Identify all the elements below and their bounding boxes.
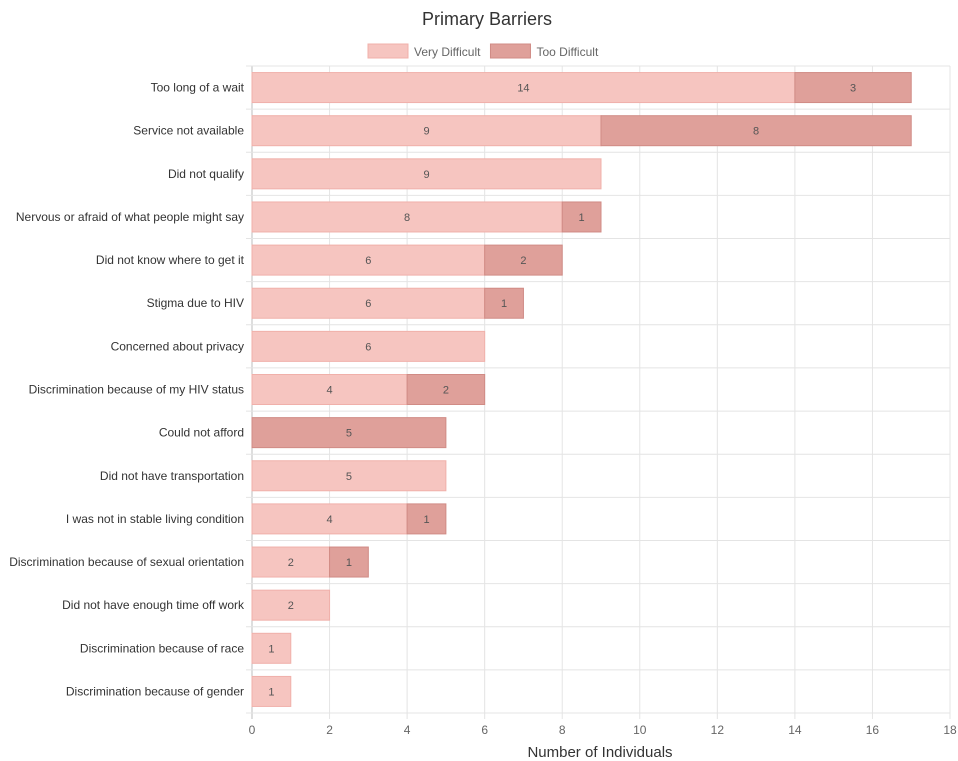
x-tick-label: 8 bbox=[559, 723, 566, 737]
bar-value-label: 1 bbox=[579, 212, 585, 224]
x-axis-label: Number of Individuals bbox=[527, 744, 672, 761]
category-label: Did not have enough time off work bbox=[62, 598, 245, 612]
bar-segment bbox=[794, 72, 912, 104]
bar-segment bbox=[251, 460, 447, 492]
bar-segment bbox=[484, 244, 563, 276]
bar-value-label: 6 bbox=[365, 298, 371, 310]
x-tick-labels: 0 2 4 6 8 10 12 14 16 18 bbox=[249, 723, 957, 737]
bar-segment bbox=[406, 503, 447, 535]
category-label: Service not available bbox=[133, 124, 244, 138]
bar-value-label: 5 bbox=[346, 471, 352, 483]
legend-item[interactable]: Too Difficult bbox=[489, 43, 599, 59]
bar-segment bbox=[251, 201, 563, 233]
x-tick-label: 14 bbox=[788, 723, 802, 737]
legend-swatch bbox=[367, 43, 409, 59]
legend-item[interactable]: Very Difficult bbox=[367, 43, 481, 59]
x-tick-label: 6 bbox=[481, 723, 488, 737]
category-label: I was not in stable living condition bbox=[66, 512, 244, 526]
bar-segment bbox=[251, 115, 602, 147]
x-tick-label: 18 bbox=[943, 723, 957, 737]
bar-value-label: 9 bbox=[423, 126, 429, 138]
bar-segment bbox=[561, 201, 602, 233]
bar-segment bbox=[329, 546, 369, 578]
bar-value-label: 4 bbox=[326, 385, 332, 397]
category-label: Discrimination because of my HIV status bbox=[29, 383, 244, 397]
category-label: Did not have transportation bbox=[100, 469, 244, 483]
legend-label: Too Difficult bbox=[536, 45, 598, 59]
bar-value-label: 9 bbox=[423, 169, 429, 181]
bar-value-label: 1 bbox=[268, 686, 274, 698]
category-label: Discrimination because of gender bbox=[66, 684, 244, 698]
bar-value-label: 2 bbox=[288, 600, 294, 612]
x-tick-label: 2 bbox=[326, 723, 333, 737]
bars: 14 3 9 8 9 8 1 6 2 6 1 6 4 2 5 5 4 1 2 1 2 1 1 bbox=[251, 72, 912, 707]
bar-value-label: 1 bbox=[268, 643, 274, 655]
bar-segment bbox=[251, 287, 486, 319]
bar-value-label: 1 bbox=[501, 298, 507, 310]
bar-segment bbox=[406, 374, 486, 405]
category-label: Discrimination because of race bbox=[80, 641, 244, 655]
category-label: Nervous or afraid of what people might s… bbox=[16, 210, 244, 224]
category-label: Stigma due to HIV bbox=[147, 296, 244, 310]
bar-segment bbox=[251, 72, 796, 104]
bar-segment bbox=[251, 244, 486, 276]
bar-segment bbox=[600, 115, 912, 147]
x-tick-label: 4 bbox=[404, 723, 411, 737]
bar-value-label: 14 bbox=[517, 83, 529, 95]
category-label: Discrimination because of sexual orienta… bbox=[9, 555, 244, 569]
x-tick-label: 10 bbox=[633, 723, 647, 737]
bar-value-label: 2 bbox=[288, 557, 294, 569]
chart-title: Primary Barriers bbox=[422, 9, 552, 29]
legend-swatch bbox=[489, 43, 531, 59]
bar-value-label: 6 bbox=[365, 255, 371, 267]
bar-value-label: 5 bbox=[346, 428, 352, 440]
legend-label: Very Difficult bbox=[414, 45, 481, 59]
bar-segment bbox=[251, 503, 408, 535]
category-label: Did not know where to get it bbox=[96, 253, 245, 267]
x-tick-label: 0 bbox=[249, 723, 256, 737]
category-label: Did not qualify bbox=[168, 167, 244, 181]
grid bbox=[246, 65, 951, 719]
bar-value-label: 1 bbox=[346, 557, 352, 569]
bar-segment bbox=[484, 287, 524, 319]
bar-segment bbox=[251, 675, 292, 707]
category-labels: Too long of a wait Service not available D… bbox=[9, 81, 245, 699]
bar-segment bbox=[251, 417, 447, 449]
bar-segment bbox=[251, 374, 408, 405]
bar-value-label: 6 bbox=[365, 341, 371, 353]
bar-segment bbox=[251, 632, 292, 664]
legend: Very Difficult Too Difficult bbox=[367, 43, 599, 59]
bar-segment bbox=[251, 158, 602, 190]
bar-value-label: 1 bbox=[423, 514, 429, 526]
category-label: Could not afford bbox=[159, 426, 244, 440]
category-label: Too long of a wait bbox=[151, 81, 245, 95]
x-tick-label: 16 bbox=[866, 723, 880, 737]
bar-value-label: 8 bbox=[404, 212, 410, 224]
bar-segment bbox=[251, 589, 331, 621]
bar-segment bbox=[251, 330, 486, 362]
bar-value-label: 2 bbox=[443, 385, 449, 397]
x-tick-label: 12 bbox=[711, 723, 725, 737]
bar-value-label: 2 bbox=[520, 255, 526, 267]
bar-value-label: 8 bbox=[753, 126, 759, 138]
bar-segment bbox=[251, 546, 331, 578]
bar-value-label: 3 bbox=[850, 83, 856, 95]
bar-value-label: 4 bbox=[326, 514, 332, 526]
category-label: Concerned about privacy bbox=[111, 339, 244, 353]
